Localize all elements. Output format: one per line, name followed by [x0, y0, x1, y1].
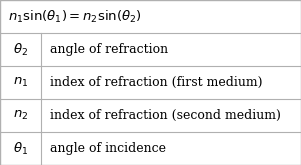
Text: index of refraction (first medium): index of refraction (first medium)	[50, 76, 262, 89]
Text: angle of incidence: angle of incidence	[50, 142, 166, 155]
Text: $n_2$: $n_2$	[13, 109, 28, 122]
Text: angle of refraction: angle of refraction	[50, 43, 168, 56]
Text: index of refraction (second medium): index of refraction (second medium)	[50, 109, 281, 122]
Text: $\theta_1$: $\theta_1$	[13, 140, 28, 157]
Text: $\theta_2$: $\theta_2$	[13, 41, 28, 58]
Text: $n_1$: $n_1$	[13, 76, 28, 89]
Text: $n_1 \sin(\theta_1) = n_2 \sin(\theta_2)$: $n_1 \sin(\theta_1) = n_2 \sin(\theta_2)…	[8, 8, 141, 25]
